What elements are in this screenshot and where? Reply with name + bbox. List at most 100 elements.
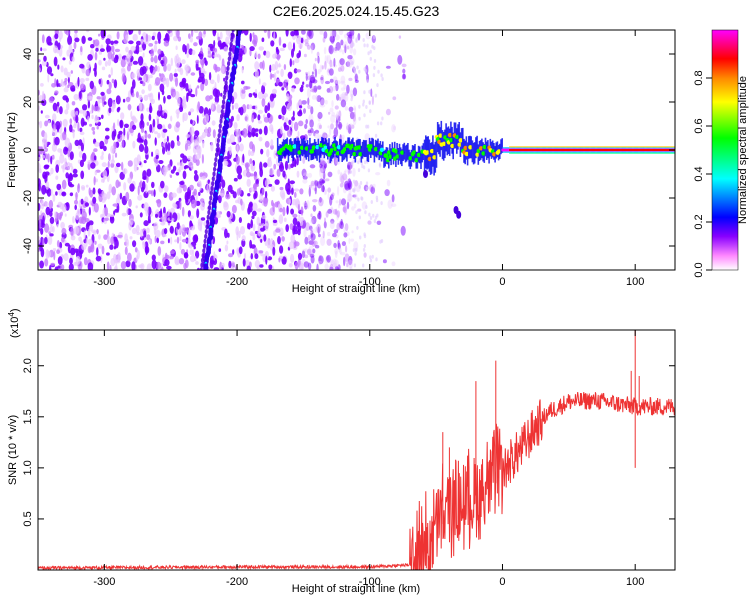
carrier-band <box>315 141 317 159</box>
noise-speckle <box>314 226 319 233</box>
noise-speckle <box>256 216 260 226</box>
noise-speckle <box>75 212 80 221</box>
noise-speckle <box>59 214 62 221</box>
noise-speckle <box>287 41 293 51</box>
noise-speckle <box>308 184 312 188</box>
noise-speckle <box>190 119 193 125</box>
carrier-peak <box>427 156 432 162</box>
noise-speckle <box>375 257 378 262</box>
noise-speckle <box>139 119 145 130</box>
noise-speckle <box>376 213 379 218</box>
noise-speckle <box>163 206 166 215</box>
noise-speckle <box>57 201 63 206</box>
noise-speckle <box>177 96 181 107</box>
noise-speckle <box>246 265 251 270</box>
carrier-band <box>471 140 474 163</box>
noise-speckle <box>303 172 309 177</box>
noise-speckle <box>353 68 356 72</box>
noise-speckle <box>87 37 93 41</box>
noise-speckle <box>288 198 291 205</box>
noise-speckle <box>267 159 273 168</box>
streak-mark <box>221 104 225 110</box>
carrier-peak <box>342 147 348 152</box>
noise-speckle <box>352 167 356 177</box>
carrier-peak <box>310 148 315 154</box>
noise-speckle <box>328 111 331 115</box>
noise-speckle <box>327 171 333 178</box>
noise-speckle <box>261 187 265 195</box>
noise-speckle <box>75 255 81 265</box>
noise-speckle <box>98 59 102 66</box>
noise-speckle <box>81 243 87 251</box>
noise-speckle <box>278 214 284 225</box>
noise-speckle <box>264 105 268 114</box>
noise-speckle <box>401 63 407 68</box>
noise-speckle <box>320 157 326 162</box>
noise-speckle <box>52 102 58 112</box>
noise-speckle <box>314 129 320 134</box>
noise-speckle <box>332 258 337 268</box>
noise-speckle <box>38 146 41 156</box>
noise-speckle <box>318 86 321 90</box>
noise-speckle <box>80 45 83 53</box>
noise-speckle <box>107 235 111 245</box>
noise-speckle <box>140 113 144 122</box>
noise-speckle <box>161 89 165 96</box>
noise-speckle <box>314 245 320 249</box>
noise-speckle <box>151 189 154 197</box>
noise-speckle <box>140 263 145 270</box>
noise-speckle <box>57 256 63 266</box>
noise-speckle <box>354 79 359 84</box>
noise-speckle <box>370 88 373 97</box>
noise-speckle <box>344 223 349 232</box>
noise-speckle <box>113 259 118 264</box>
noise-speckle <box>140 38 144 44</box>
noise-speckle <box>214 82 217 90</box>
noise-speckle <box>145 33 149 42</box>
noise-speckle <box>314 68 318 78</box>
noise-speckle <box>279 245 284 254</box>
noise-speckle <box>162 128 168 133</box>
noise-speckle <box>213 267 220 270</box>
streak-mark <box>211 181 215 187</box>
carrier-peak <box>369 144 374 149</box>
noise-speckle <box>277 236 281 245</box>
noise-speckle <box>170 140 175 149</box>
noise-speckle <box>135 224 140 233</box>
noise-speckle <box>117 53 123 61</box>
noise-speckle <box>310 180 315 187</box>
noise-speckle <box>75 110 79 116</box>
carrier-band <box>367 145 370 162</box>
noise-speckle <box>236 165 242 175</box>
noise-speckle <box>154 131 158 135</box>
noise-speckle <box>147 93 152 98</box>
carrier-peak <box>336 145 342 150</box>
noise-speckle <box>319 196 322 203</box>
noise-speckle <box>80 240 84 246</box>
noise-speckle <box>363 113 366 118</box>
carrier-peak <box>395 154 400 159</box>
carrier-band <box>392 147 395 165</box>
y-tick-label: 0 <box>22 147 34 153</box>
noise-speckle <box>349 111 355 120</box>
noise-speckle <box>317 69 321 75</box>
noise-speckle <box>233 122 238 129</box>
noise-speckle <box>113 246 116 250</box>
noise-speckle <box>353 105 357 111</box>
noise-speckle <box>50 155 53 165</box>
noise-speckle <box>348 255 353 266</box>
noise-speckle <box>108 183 113 194</box>
noise-speckle <box>141 89 145 95</box>
noise-speckle <box>108 74 111 78</box>
noise-speckle <box>98 234 101 240</box>
noise-speckle <box>312 63 317 72</box>
noise-speckle <box>103 169 108 180</box>
noise-speckle <box>101 114 104 120</box>
noise-speckle <box>240 198 243 206</box>
noise-speckle <box>188 111 192 115</box>
noise-speckle <box>248 223 251 230</box>
carrier-band <box>377 138 379 156</box>
noise-speckle <box>341 49 345 55</box>
noise-speckle <box>278 81 283 87</box>
noise-speckle <box>132 34 138 41</box>
